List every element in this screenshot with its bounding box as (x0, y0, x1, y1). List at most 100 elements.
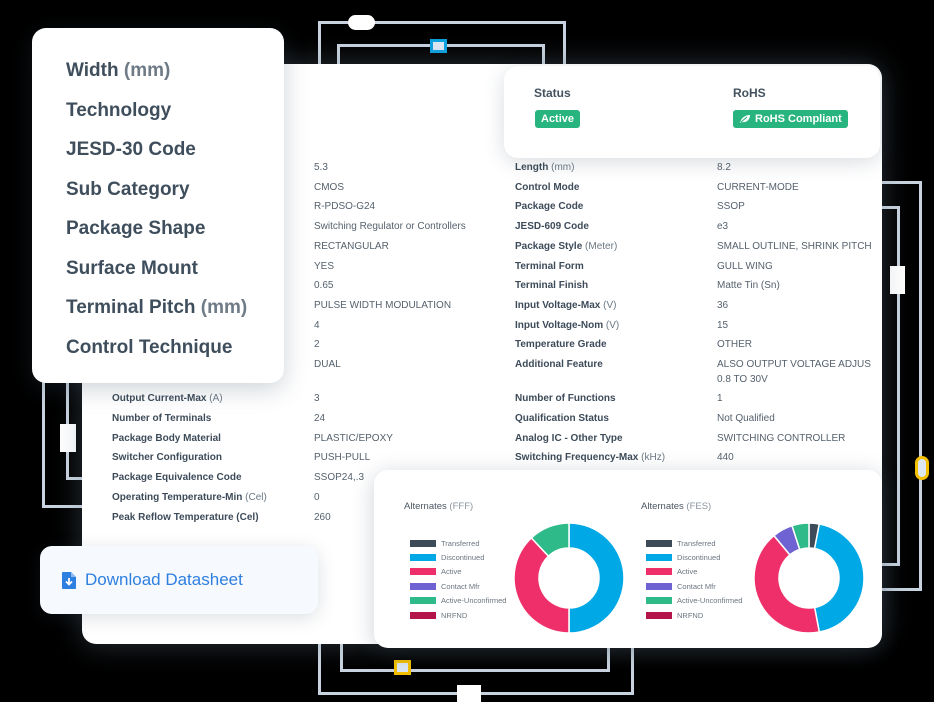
spec-value: 440 (717, 452, 734, 464)
legend-label: Active (441, 567, 462, 577)
spec-label: Input Voltage-Nom (V) (515, 319, 620, 331)
spec-label: Package Code (515, 201, 584, 213)
donut-chart-fes (753, 522, 865, 634)
spec-value: Matte Tin (Sn) (717, 280, 780, 292)
legend-item[interactable]: Contact Mfr (410, 579, 506, 593)
spec-value: SMALL OUTLINE, SHRINK PITCH (717, 240, 872, 252)
legend-label: NRFND (677, 610, 704, 620)
legend-swatch (410, 611, 436, 619)
spec-label: Analog IC - Other Type (515, 432, 623, 444)
spec-value: SSOP (717, 201, 745, 213)
legend-swatch (646, 582, 672, 590)
spec-value: 0 (314, 492, 320, 503)
spec-value: 8.2 (717, 162, 731, 173)
legend-label: Active-Unconfirmed (441, 596, 507, 606)
donut-slice (813, 523, 865, 633)
spec-value: Switching Regulator or Controllers (314, 221, 466, 233)
legend-swatch (410, 582, 436, 590)
legend-label: NRFND (441, 610, 468, 620)
attribute-label: Terminal Pitch (mm) (66, 297, 248, 318)
legend-swatch (646, 611, 672, 619)
legend-item[interactable]: Transferred (410, 536, 506, 550)
legend-item[interactable]: Active-Unconfirmed (410, 594, 506, 608)
attribute-labels-card: Width (mm) Technology JESD-30 Code Sub Cate… (32, 28, 284, 383)
circuit-node-yellow (394, 660, 411, 675)
spec-value: 5.3 (314, 162, 328, 173)
circuit-line (340, 640, 610, 672)
circuit-node (348, 15, 375, 30)
spec-value: PUSH-PULL (314, 452, 371, 464)
status-badge-text: Active (541, 113, 575, 125)
spec-value: ALSO OUTPUT VOLTAGE ADJUS (717, 359, 871, 370)
chart-legend-fes: Transferred Discontinued Active Contact Mfr… (646, 536, 742, 622)
legend-label: Active-Unconfirmed (677, 596, 743, 606)
status-card: Status Active RoHS RoHS Compliant (504, 66, 880, 158)
donut-chart-fff (513, 522, 625, 634)
circuit-node-blue (430, 39, 447, 53)
legend-item[interactable]: NRFND (646, 608, 742, 622)
chart-legend-fff: Transferred Discontinued Active Contact Mfr… (410, 536, 506, 622)
legend-item[interactable]: Active (646, 565, 742, 579)
attribute-label: Package Shape (66, 218, 206, 239)
legend-item[interactable]: Discontinued (410, 550, 506, 564)
circuit-node (457, 685, 481, 702)
chart-title-fff: Alternates (FFF) (404, 501, 474, 512)
attribute-label: JESD-30 Code (66, 139, 196, 160)
spec-value: OTHER (717, 339, 752, 351)
spec-value: CMOS (314, 181, 344, 193)
spec-value: PULSE WIDTH MODULATION (314, 299, 452, 311)
donut-slice (753, 534, 821, 634)
circuit-line (318, 21, 566, 71)
unit-label: (mm) (195, 297, 248, 318)
spec-label: Terminal Form (515, 260, 584, 272)
spec-value: CURRENT-MODE (717, 181, 799, 193)
spec-value: 15 (717, 319, 729, 331)
legend-item[interactable]: Active-Unconfirmed (646, 594, 742, 608)
download-datasheet-button[interactable]: Download Datasheet (40, 546, 318, 614)
spec-label: JESD-609 Code (515, 221, 589, 233)
legend-item[interactable]: NRFND (410, 608, 506, 622)
spec-label: Output Current-Max (A) (112, 393, 223, 404)
spec-label: Package Style (Meter) (515, 240, 618, 252)
spec-label: Peak Reflow Temperature (Cel) (112, 511, 259, 523)
spec-label: Number of Functions (515, 393, 616, 404)
donut-slice (530, 522, 570, 558)
legend-label: Active (677, 567, 698, 577)
circuit-line (870, 181, 922, 591)
legend-swatch (646, 568, 672, 576)
legend-item[interactable]: Discontinued (646, 550, 742, 564)
leaf-icon (740, 115, 750, 123)
legend-swatch (646, 597, 672, 605)
spec-label: Input Voltage-Max (V) (515, 299, 617, 311)
alternates-charts-card: Alternates (FFF) Transferred Discontinued… (374, 470, 882, 648)
unit-label: (mm) (118, 60, 171, 81)
rohs-badge-text: RoHS Compliant (755, 113, 842, 125)
legend-label: Contact Mfr (677, 581, 716, 591)
legend-item[interactable]: Active (410, 565, 506, 579)
spec-value: 1 (717, 393, 723, 404)
download-datasheet-label: Download Datasheet (85, 570, 243, 589)
spec-value: 0.65 (314, 280, 334, 292)
donut-slice (791, 522, 810, 551)
legend-item[interactable]: Contact Mfr (646, 579, 742, 593)
legend-item[interactable]: Transferred (646, 536, 742, 550)
spec-label: Package Body Material (112, 432, 221, 444)
donut-slice (568, 522, 625, 634)
spec-label: Length (mm) (515, 162, 575, 173)
rohs-heading: RoHS (733, 86, 766, 100)
spec-value: e3 (717, 221, 729, 233)
spec-value: 2 (314, 339, 320, 351)
legend-swatch (410, 539, 436, 547)
legend-label: Discontinued (441, 553, 485, 563)
spec-label: Switching Frequency-Max (kHz) (515, 452, 666, 464)
spec-value: 36 (717, 299, 729, 311)
circuit-node (890, 266, 905, 294)
legend-swatch (410, 554, 436, 562)
spec-value: R-PDSO-G24 (314, 201, 376, 213)
spec-value: SSOP24,.3 (314, 472, 365, 484)
spec-value: 3 (314, 393, 320, 404)
spec-value: GULL WING (717, 260, 773, 272)
spec-label: Control Mode (515, 181, 580, 193)
legend-swatch (646, 539, 672, 547)
spec-label: Number of Terminals (112, 412, 212, 424)
